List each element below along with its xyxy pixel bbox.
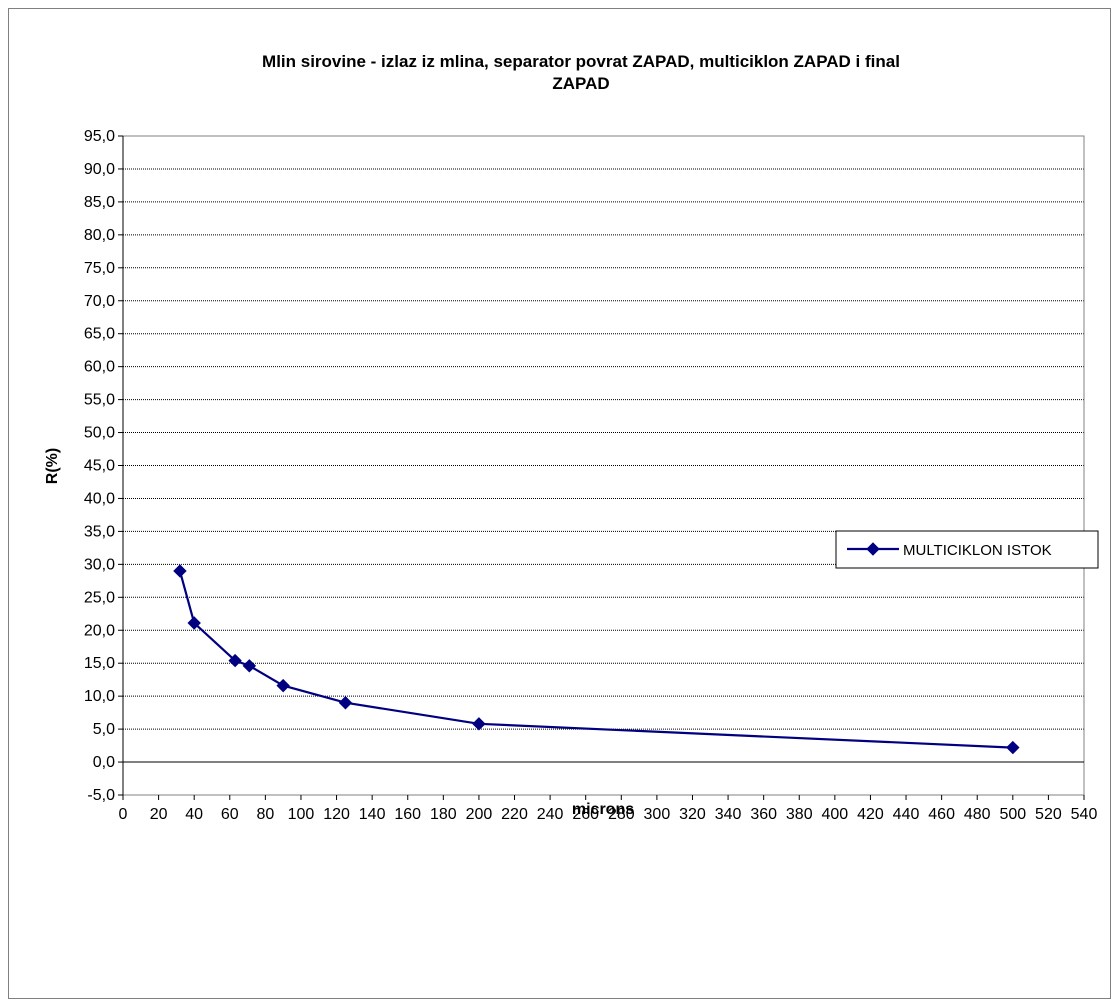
x-tick-label: 20 bbox=[150, 806, 168, 823]
x-tick-label: 340 bbox=[715, 806, 742, 823]
series-line bbox=[178, 570, 1013, 749]
x-tick-label: 0 bbox=[119, 806, 128, 823]
data-point-marker bbox=[242, 659, 257, 673]
y-tick-label: 0,0 bbox=[93, 754, 115, 771]
data-point-marker bbox=[228, 653, 242, 668]
x-tick-label: 300 bbox=[644, 806, 671, 823]
x-tick-label: 440 bbox=[893, 806, 920, 823]
chart-area: Mlin sirovine - izlaz iz mlina, separato… bbox=[8, 8, 1111, 999]
x-tick-label: 240 bbox=[537, 806, 564, 823]
data-point-marker bbox=[276, 678, 290, 693]
x-tick-label: 280 bbox=[608, 806, 635, 823]
y-tick-label: 75,0 bbox=[84, 260, 115, 277]
x-tick-label: 100 bbox=[288, 806, 315, 823]
legend: MULTICIKLON ISTOK bbox=[835, 530, 1099, 569]
y-tick-label: 30,0 bbox=[84, 556, 115, 573]
data-point-marker bbox=[472, 717, 486, 731]
chart-title-line-1: Mlin sirovine - izlaz iz mlina, separato… bbox=[262, 52, 900, 71]
y-tick-label: 55,0 bbox=[84, 392, 115, 409]
x-tick-label: 80 bbox=[256, 806, 274, 823]
x-tick-label: 500 bbox=[999, 806, 1026, 823]
y-tick-label: 5,0 bbox=[93, 721, 115, 738]
y-tick-label: 85,0 bbox=[84, 194, 115, 211]
x-tick-label: 220 bbox=[501, 806, 528, 823]
x-tick-label: 380 bbox=[786, 806, 813, 823]
x-tick-label: 520 bbox=[1035, 806, 1062, 823]
y-tick-label: 20,0 bbox=[84, 622, 115, 639]
x-axis-label: microns bbox=[572, 801, 634, 818]
y-tick-label: 45,0 bbox=[84, 458, 115, 475]
x-tick-label: 320 bbox=[679, 806, 706, 823]
x-tick-label: 60 bbox=[221, 806, 239, 823]
y-tick-label: 25,0 bbox=[84, 589, 115, 606]
x-tick-label: 160 bbox=[394, 806, 421, 823]
x-tick-label: 200 bbox=[466, 806, 493, 823]
chart-title-line-2: ZAPAD bbox=[552, 74, 609, 93]
y-tick-label: 80,0 bbox=[84, 227, 115, 244]
x-tick-label: 140 bbox=[359, 806, 386, 823]
y-tick-label: 35,0 bbox=[84, 523, 115, 540]
y-axis-label: R(%) bbox=[44, 448, 61, 484]
y-tick-label: 50,0 bbox=[84, 425, 115, 442]
legend-marker-swatch bbox=[866, 542, 880, 556]
data-point-marker bbox=[338, 696, 353, 710]
y-tick-label: -5,0 bbox=[87, 787, 115, 804]
legend-label: MULTICIKLON ISTOK bbox=[903, 542, 1052, 559]
data-point-marker bbox=[173, 564, 187, 578]
y-tick-label: 15,0 bbox=[84, 655, 115, 672]
y-tick-label: 10,0 bbox=[84, 688, 115, 705]
x-tick-label: 360 bbox=[750, 806, 777, 823]
x-tick-label: 120 bbox=[323, 806, 350, 823]
y-tick-label: 60,0 bbox=[84, 359, 115, 376]
data-point-marker bbox=[1006, 740, 1020, 755]
line-chart: Mlin sirovine - izlaz iz mlina, separato… bbox=[44, 52, 1099, 823]
x-tick-label: 480 bbox=[964, 806, 991, 823]
data-point-marker bbox=[187, 616, 201, 630]
legend-box bbox=[835, 530, 1099, 569]
y-tick-label: 90,0 bbox=[84, 161, 115, 178]
x-tick-label: 180 bbox=[430, 806, 457, 823]
y-tick-label: 70,0 bbox=[84, 293, 115, 310]
x-tick-label: 420 bbox=[857, 806, 884, 823]
y-tick-label: 40,0 bbox=[84, 490, 115, 507]
x-tick-label: 400 bbox=[822, 806, 849, 823]
y-tick-label: 95,0 bbox=[84, 128, 115, 145]
x-tick-label: 540 bbox=[1071, 806, 1098, 823]
x-tick-label: 40 bbox=[185, 806, 203, 823]
y-tick-label: 65,0 bbox=[84, 326, 115, 343]
x-tick-label: 260 bbox=[572, 806, 599, 823]
x-tick-label: 460 bbox=[928, 806, 955, 823]
